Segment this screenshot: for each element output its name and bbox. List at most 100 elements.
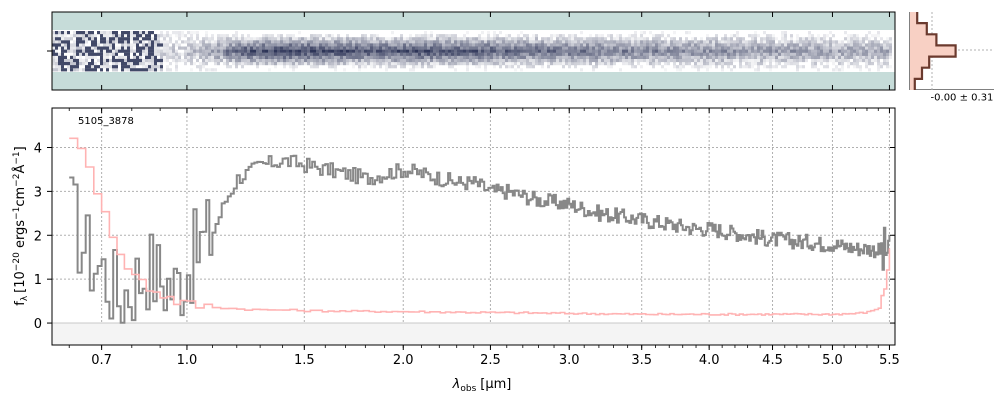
spectrum-2d-pixel — [433, 46, 436, 50]
spectrum-2d-pixel — [370, 62, 373, 66]
spectrum-2d-pixel — [655, 52, 658, 56]
spectrum-2d-pixel — [676, 40, 679, 44]
spectrum-2d-pixel — [376, 40, 379, 44]
spectrum-2d-pixel — [106, 49, 109, 53]
spectrum-2d-pixel — [886, 52, 889, 56]
spectrum-2d-pixel — [856, 46, 859, 50]
spectrum-2d-pixel — [715, 46, 718, 50]
spectrum-2d-pixel — [334, 46, 337, 50]
spectrum-2d-pixel — [100, 49, 103, 53]
spectrum-2d-pixel — [658, 37, 661, 41]
spectrum-2d-pixel — [802, 40, 805, 44]
spectrum-2d-pixel — [859, 37, 862, 41]
x-tick-label: 2.5 — [480, 353, 501, 368]
spectrum-2d-pixel — [676, 68, 679, 72]
spectrum-2d-pixel — [775, 37, 778, 41]
spectrum-2d-pixel — [832, 46, 835, 50]
spectrum-2d-pixel — [790, 49, 793, 53]
spectrum-2d-pixel — [67, 62, 70, 66]
spectrum-2d-pixel — [448, 40, 451, 44]
spectrum-2d-pixel — [427, 65, 430, 69]
spectrum-2d-pixel — [250, 46, 253, 50]
spectrum-2d-pixel — [517, 62, 520, 66]
spectrum-2d-pixel — [556, 55, 559, 59]
spectrum-2d-pixel — [145, 55, 148, 59]
spectrum-2d-pixel — [331, 49, 334, 53]
spectrum-2d-pixel — [52, 65, 55, 69]
spectrum-2d-pixel — [205, 46, 208, 50]
spectrum-2d-pixel — [430, 34, 433, 38]
spectrum-2d-pixel — [148, 49, 151, 53]
spectrum-2d-pixel — [187, 52, 190, 56]
spectrum-2d-pixel — [811, 46, 814, 50]
spectrum-2d-pixel — [820, 58, 823, 63]
spectrum-2d-pixel — [304, 46, 307, 50]
spectrum-2d-pixel — [382, 49, 385, 53]
spectrum-2d-pixel — [592, 40, 595, 44]
spectrum-2d-pixel — [682, 52, 685, 56]
spectrum-2d-pixel — [379, 37, 382, 41]
spectrum-2d-pixel — [751, 55, 754, 59]
spectrum-2d-pixel — [886, 65, 889, 69]
spectrum-2d-pixel — [490, 52, 493, 56]
spectrum-2d-pixel — [91, 58, 94, 63]
spectrum-2d-pixel — [439, 43, 442, 47]
spectrum-2d-pixel — [193, 52, 196, 56]
spectrum-2d-pixel — [157, 62, 160, 66]
spectrum-2d-pixel — [463, 37, 466, 41]
spectrum-2d-pixel — [664, 55, 667, 59]
spectrum-2d-pixel — [283, 43, 286, 47]
spectrum-2d-pixel — [526, 62, 529, 66]
spectrum-2d-pixel — [463, 55, 466, 59]
spectrum-2d-pixel — [730, 55, 733, 59]
spectrum-2d-pixel — [448, 34, 451, 38]
spectrum-2d-pixel — [796, 46, 799, 50]
spectrum-2d-pixel — [196, 49, 199, 53]
spectrum-2d-pixel — [448, 62, 451, 66]
spectrum-2d-pixel — [310, 46, 313, 50]
spectrum-2d-pixel — [226, 37, 229, 41]
spectrum-2d-pixel — [274, 62, 277, 66]
spectrum-2d-pixel — [811, 55, 814, 59]
spectrum-2d-pixel — [763, 40, 766, 44]
spectrum-2d-pixel — [91, 46, 94, 50]
spectrum-2d-pixel — [457, 58, 460, 63]
spectrum-2d-pixel — [874, 43, 877, 47]
spectrum-2d-pixel — [652, 55, 655, 59]
spectrum-2d-pixel — [850, 40, 853, 44]
spectrum-2d-pixel — [289, 62, 292, 66]
spectrum-2d-pixel — [544, 40, 547, 44]
spectrum-2d-pixel — [538, 49, 541, 53]
spectrum-2d-pixel — [316, 37, 319, 41]
spectrum-2d-pixel — [298, 62, 301, 66]
y-axis-exp3: −2 — [12, 174, 22, 187]
spectrum-2d-pixel — [391, 43, 394, 47]
spectrum-2d-pixel — [460, 37, 463, 41]
spectrum-2d-pixel — [763, 31, 766, 35]
spectrum-2d-pixel — [400, 52, 403, 56]
spectrum-2d-pixel — [391, 31, 394, 35]
spectrum-2d-pixel — [622, 40, 625, 44]
spectrum-2d-pixel — [583, 43, 586, 47]
spectrum-2d-pixel — [679, 40, 682, 44]
spectrum-2d-pixel — [409, 55, 412, 59]
spectrum-2d-pixel — [412, 55, 415, 59]
spectrum-2d-pixel — [229, 65, 232, 69]
spectrum-2d-pixel — [448, 52, 451, 56]
object-id-label: 5105_3878 — [78, 116, 134, 127]
spectrum-2d-pixel — [835, 49, 838, 53]
spectrum-2d-pixel — [736, 40, 739, 44]
spectrum-2d-pixel — [550, 43, 553, 47]
spectrum-2d-pixel — [736, 49, 739, 53]
spectrum-2d-pixel — [388, 62, 391, 66]
spectrum-2d-pixel — [109, 40, 112, 44]
spectrum-2d-pixel — [58, 31, 61, 35]
spectrum-2d-pixel — [352, 49, 355, 53]
spectrum-2d-pixel — [91, 62, 94, 66]
spectrum-2d-pixel — [796, 68, 799, 72]
spectrum-2d-pixel — [244, 49, 247, 53]
spectrum-2d-pixel — [817, 68, 820, 72]
spectrum-2d-pixel — [160, 68, 163, 72]
spectrum-2d-pixel — [715, 49, 718, 53]
spectrum-2d-pixel — [631, 34, 634, 38]
